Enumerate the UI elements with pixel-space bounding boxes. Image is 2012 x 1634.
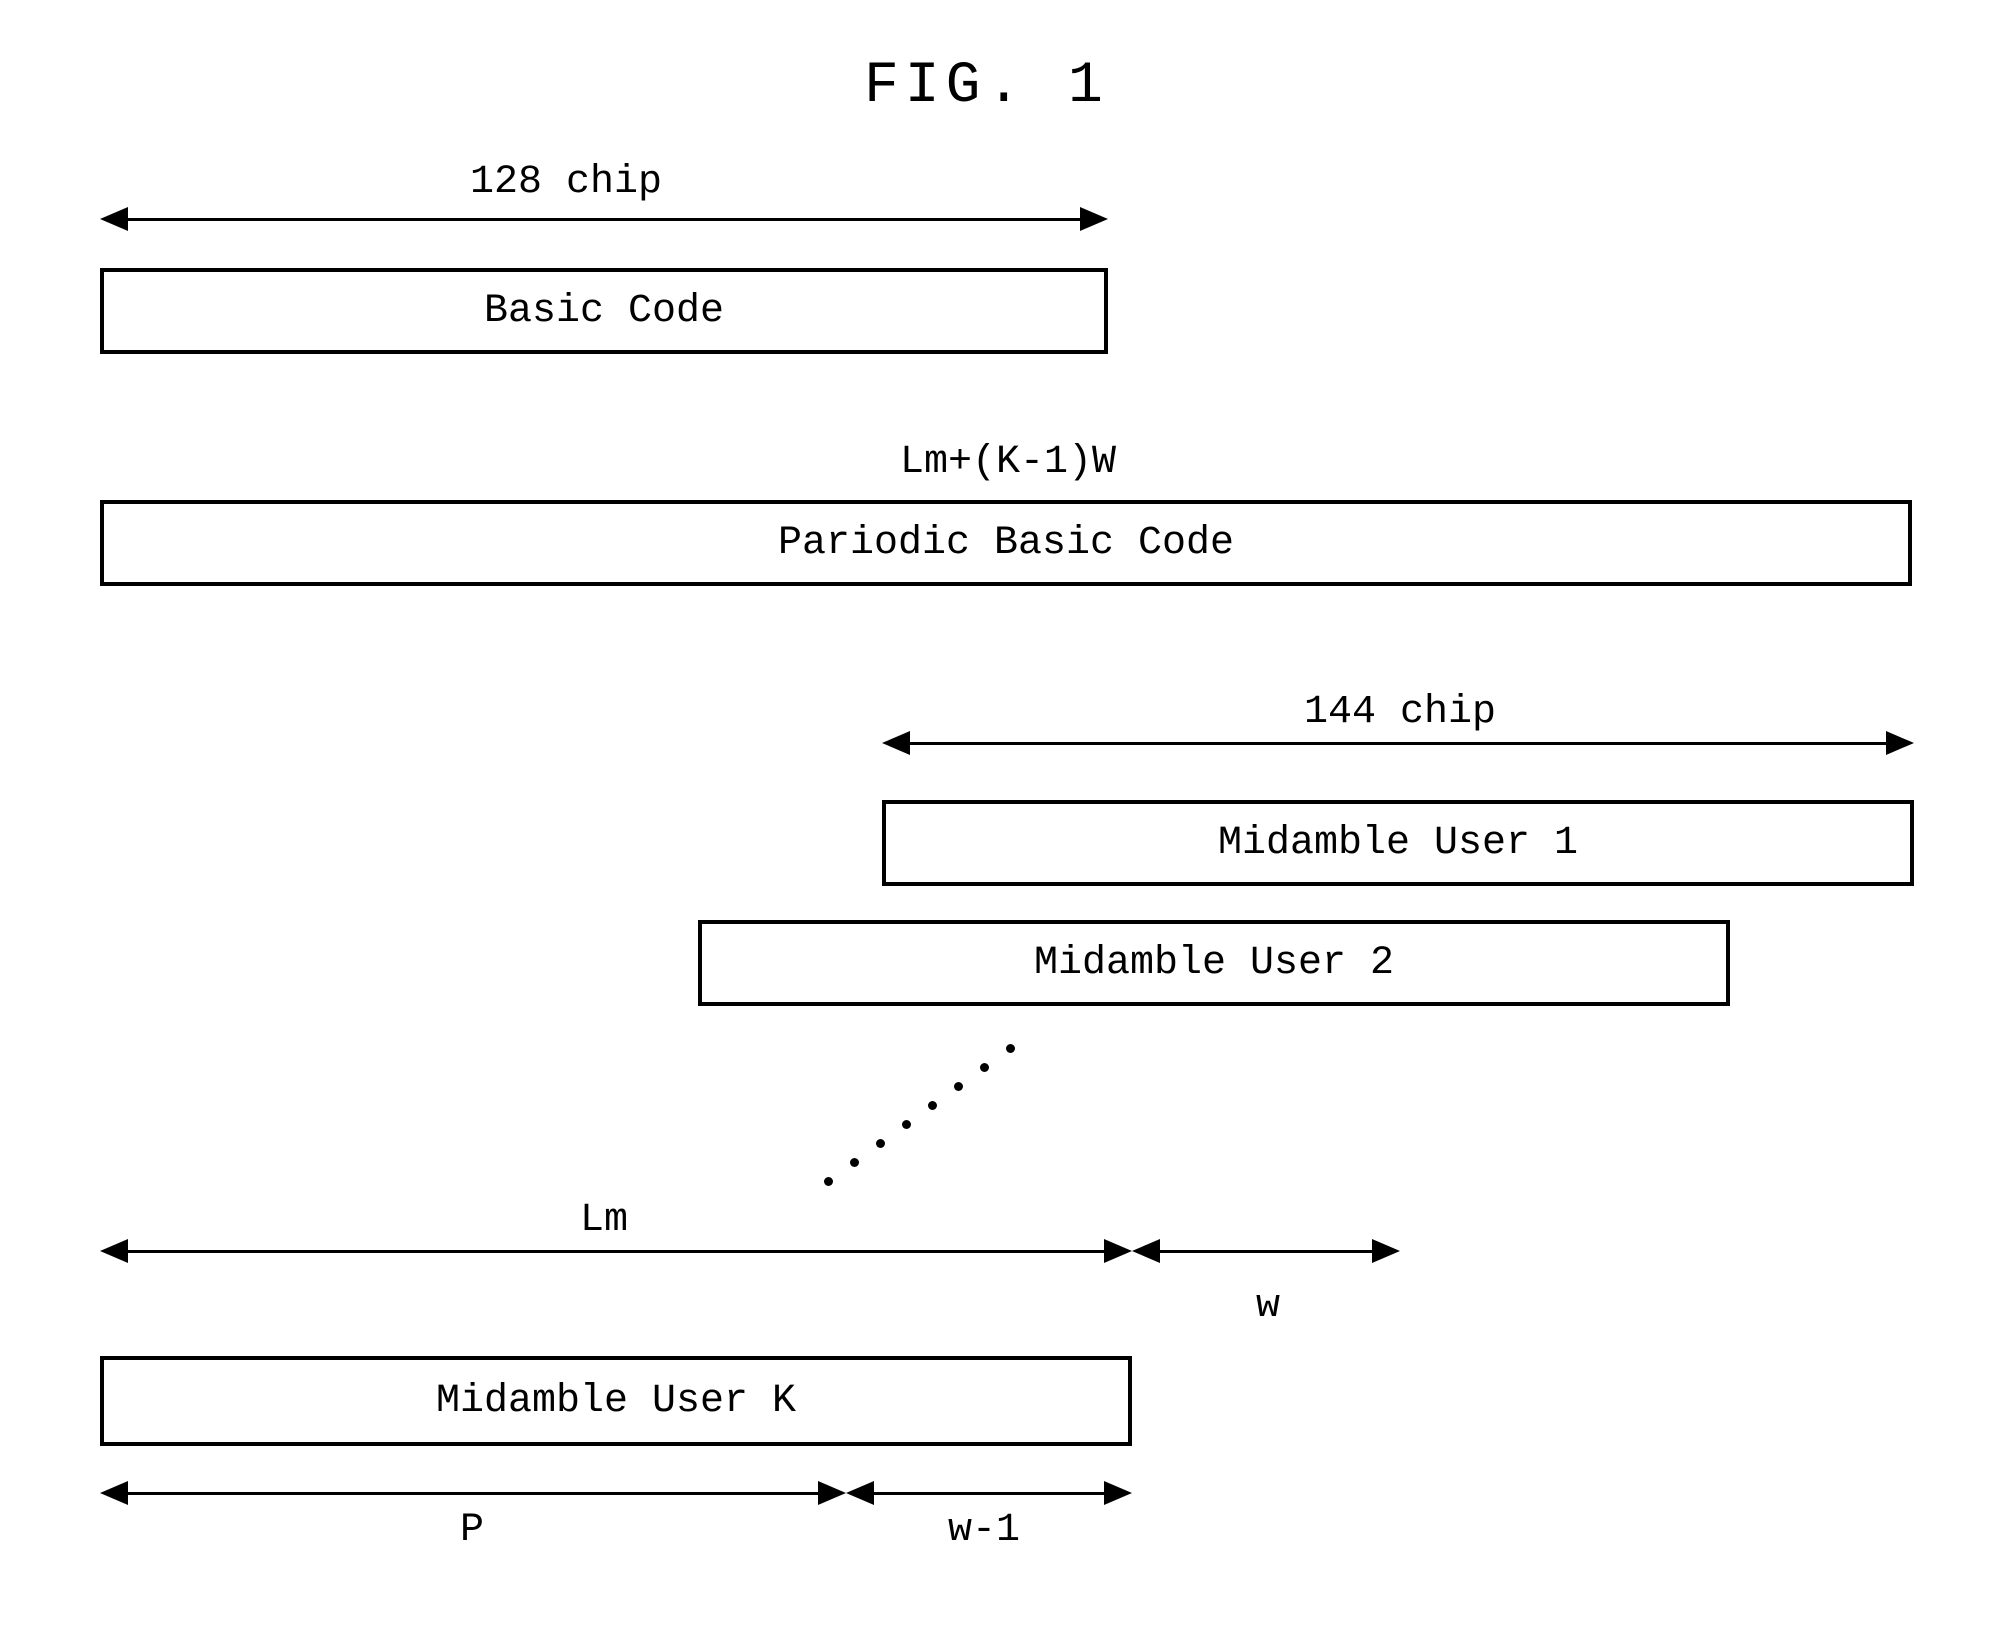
arrow-head-right bbox=[1372, 1239, 1400, 1263]
midamble-user-k-box: Midamble User K bbox=[100, 1356, 1132, 1446]
dimension-arrow-128 bbox=[114, 218, 1094, 221]
dimension-label-144-chip: 144 chip bbox=[1304, 690, 1496, 735]
arrow-head-left bbox=[882, 731, 910, 755]
midamble-user-2-label: Midamble User 2 bbox=[1034, 941, 1394, 986]
dimension-arrow-w bbox=[1146, 1250, 1386, 1253]
periodic-basic-code-label: Pariodic Basic Code bbox=[778, 521, 1234, 566]
midamble-user-k-label: Midamble User K bbox=[436, 1379, 796, 1424]
basic-code-label: Basic Code bbox=[484, 289, 724, 334]
dimension-label-p: P bbox=[460, 1508, 484, 1553]
periodic-basic-code-box: Pariodic Basic Code bbox=[100, 500, 1912, 586]
figure-title: FIG. 1 bbox=[864, 54, 1109, 119]
arrow-head-left bbox=[1132, 1239, 1160, 1263]
arrow-head-left bbox=[100, 207, 128, 231]
midamble-user-1-box: Midamble User 1 bbox=[882, 800, 1914, 886]
dimension-label-w-minus-1: w-1 bbox=[948, 1508, 1020, 1553]
arrow-head-right bbox=[1886, 731, 1914, 755]
arrow-head-right bbox=[1104, 1239, 1132, 1263]
dimension-arrow-p bbox=[114, 1492, 832, 1495]
dimension-label-128-chip: 128 chip bbox=[470, 160, 662, 205]
midamble-user-2-box: Midamble User 2 bbox=[698, 920, 1730, 1006]
dimension-arrow-w-minus-1 bbox=[860, 1492, 1118, 1495]
arrow-head-left bbox=[100, 1239, 128, 1263]
arrow-head-left bbox=[846, 1481, 874, 1505]
arrow-head-left bbox=[100, 1481, 128, 1505]
basic-code-box: Basic Code bbox=[100, 268, 1108, 354]
arrow-head-right bbox=[1104, 1481, 1132, 1505]
dimension-label-w: w bbox=[1256, 1284, 1280, 1329]
dimension-label-lm: Lm bbox=[580, 1198, 628, 1243]
arrow-head-right bbox=[818, 1481, 846, 1505]
ellipsis-dots bbox=[810, 1038, 1030, 1178]
dimension-arrow-144 bbox=[896, 742, 1900, 745]
dimension-arrow-lm bbox=[114, 1250, 1118, 1253]
midamble-user-1-label: Midamble User 1 bbox=[1218, 821, 1578, 866]
dimension-label-formula: Lm+(K-1)W bbox=[900, 440, 1116, 485]
arrow-head-right bbox=[1080, 207, 1108, 231]
